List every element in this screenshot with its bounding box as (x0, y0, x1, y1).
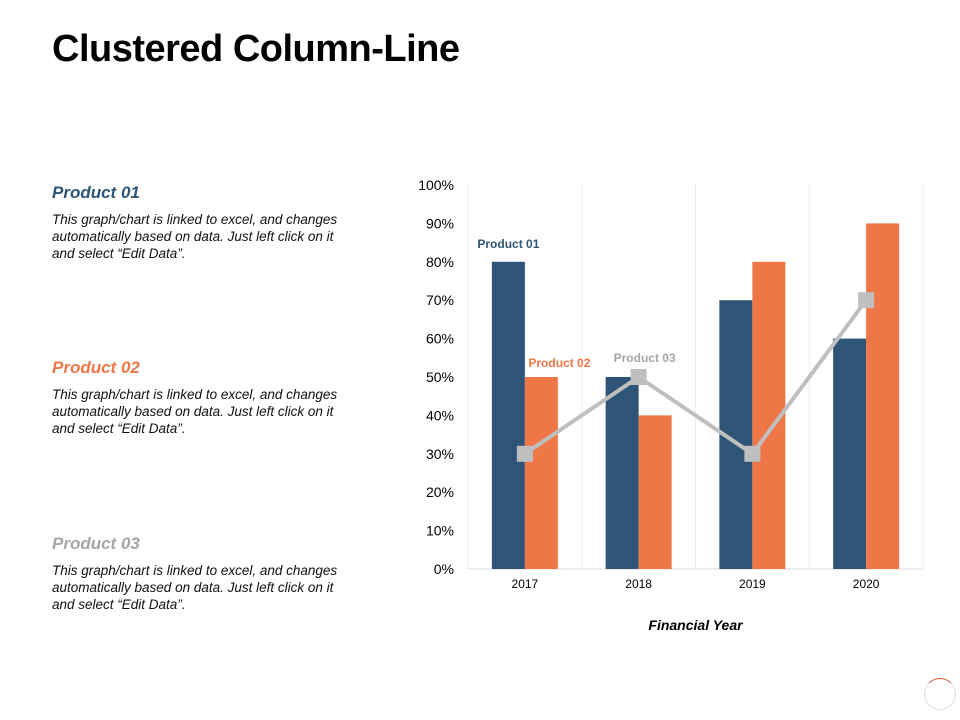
product-02-block: Product 02 This graph/chart is linked to… (52, 358, 352, 437)
x-tick-label: 2020 (853, 577, 880, 591)
y-tick-label: 10% (426, 523, 454, 539)
y-tick-label: 30% (426, 446, 454, 462)
y-tick-label: 100% (418, 177, 454, 193)
product-03-description: This graph/chart is linked to excel, and… (52, 563, 338, 612)
x-axis-title: Financial Year (648, 617, 744, 633)
y-tick-label: 80% (426, 254, 454, 270)
line-product-03 (523, 299, 868, 456)
y-tick-label: 60% (426, 331, 454, 347)
bar-product-01 (491, 261, 525, 569)
series-label: Product 01 (477, 237, 539, 251)
x-tick-label: 2017 (512, 577, 539, 591)
bar-product-02 (866, 223, 900, 569)
product-03-heading: Product 03 (52, 534, 140, 553)
x-tick-label: 2018 (625, 577, 652, 591)
line-marker (858, 292, 875, 309)
line-marker (744, 445, 761, 462)
y-tick-label: 50% (426, 369, 454, 385)
y-tick-label: 40% (426, 407, 454, 423)
x-tick-label: 2019 (739, 577, 766, 591)
product-02-description: This graph/chart is linked to excel, and… (52, 387, 338, 436)
y-tick-label: 0% (434, 561, 454, 577)
bar-product-01 (605, 377, 639, 569)
y-tick-label: 20% (426, 484, 454, 500)
product-01-heading: Product 01 (52, 183, 140, 202)
product-02-heading: Product 02 (52, 358, 140, 377)
slide-title: Clustered Column-Line (52, 28, 460, 70)
line-marker (516, 445, 533, 462)
series-label: Product 03 (614, 351, 676, 365)
y-tick-label: 90% (426, 215, 454, 231)
y-tick-label: 70% (426, 292, 454, 308)
product-03-block: Product 03 This graph/chart is linked to… (52, 534, 352, 613)
bar-product-01 (833, 338, 867, 569)
line-marker (630, 369, 647, 385)
slide-corner-logo (924, 678, 956, 710)
product-01-description: This graph/chart is linked to excel, and… (52, 212, 338, 261)
product-01-block: Product 01 This graph/chart is linked to… (52, 183, 352, 262)
bar-product-02 (524, 377, 558, 569)
series-label: Product 02 (528, 356, 590, 370)
bar-product-02 (638, 415, 672, 569)
